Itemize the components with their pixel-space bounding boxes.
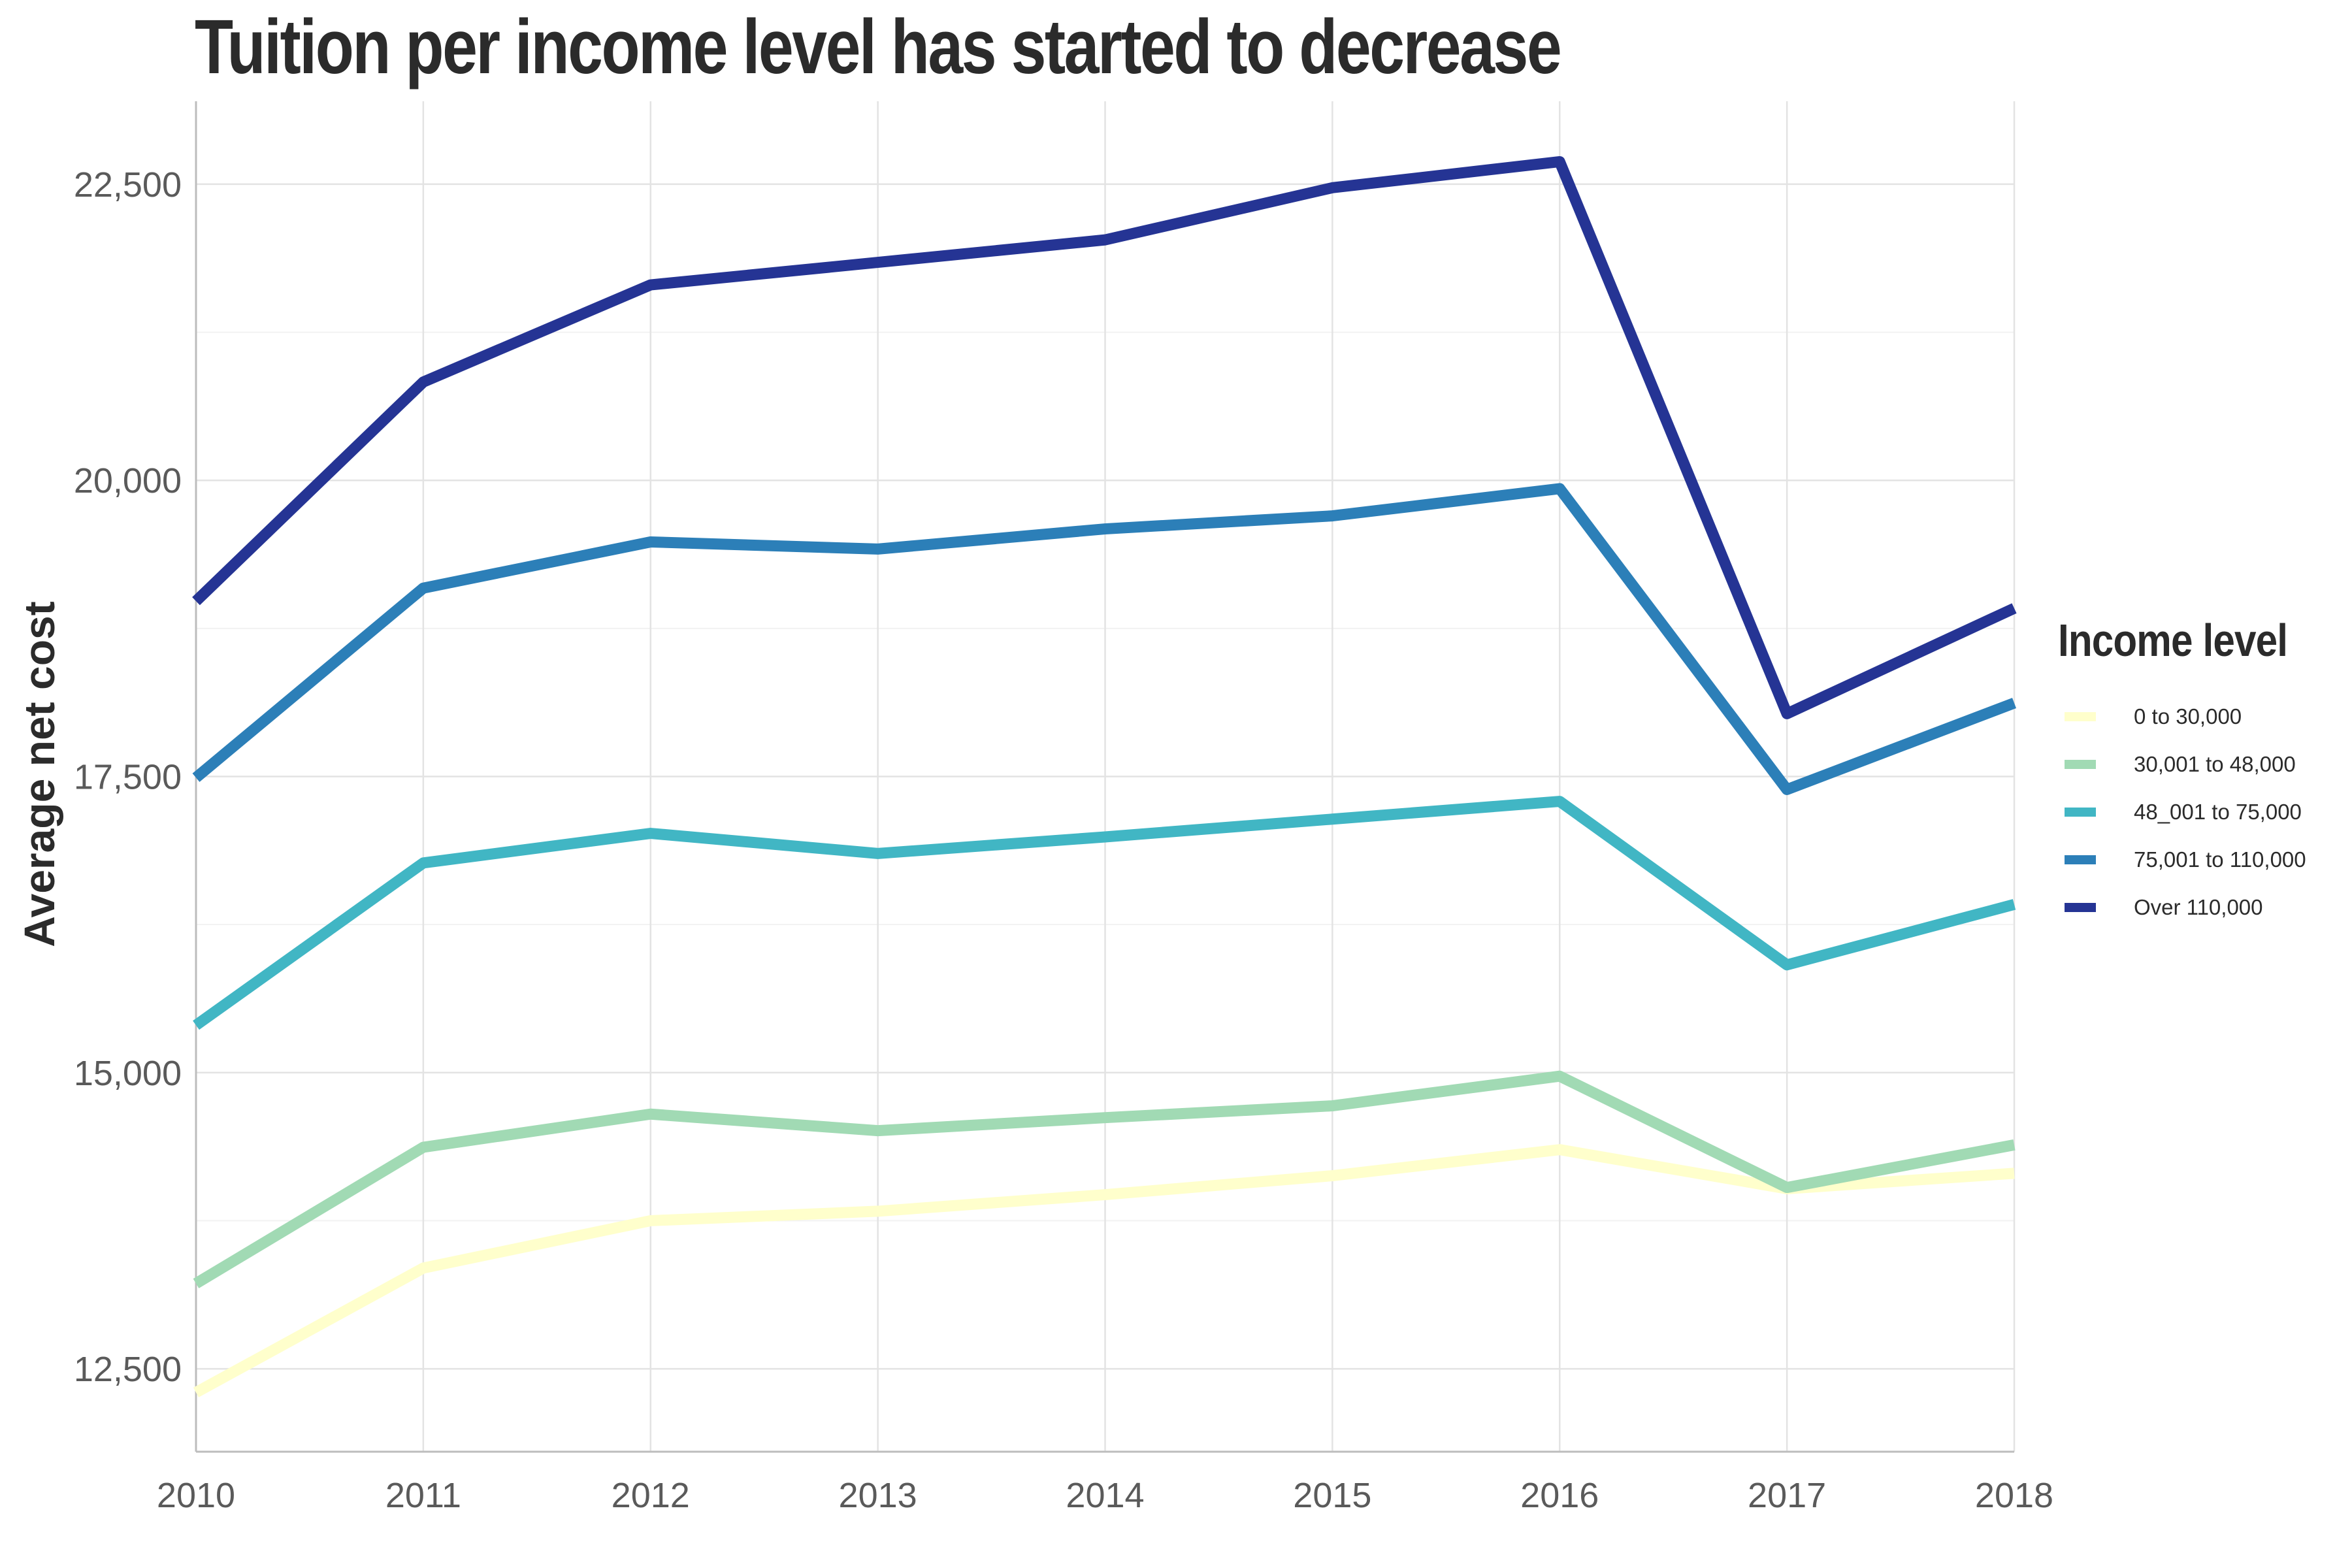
legend-swatch xyxy=(2065,855,2096,864)
series-line xyxy=(193,796,2016,1030)
legend-item: 75,001 to 110,000 xyxy=(2058,836,2325,883)
legend: Income level 0 to 30,000 30,001 to 48,000… xyxy=(2058,614,2325,931)
x-tick-label: 2012 xyxy=(612,1476,690,1515)
x-tick-label: 2017 xyxy=(1748,1476,1826,1515)
y-tick-label: 12,500 xyxy=(74,1350,182,1389)
series-line xyxy=(193,1070,2016,1288)
legend-swatch xyxy=(2065,902,2096,912)
series-line xyxy=(193,1144,2015,1397)
x-tick-label: 2016 xyxy=(1520,1476,1599,1515)
series-line xyxy=(192,483,2017,795)
legend-item: Over 110,000 xyxy=(2058,883,2325,931)
legend-item: 30,001 to 48,000 xyxy=(2058,740,2325,788)
series-line xyxy=(192,155,2017,719)
y-tick-label: 20,000 xyxy=(74,461,182,500)
x-tick-label: 2010 xyxy=(157,1476,235,1515)
legend-label: 0 to 30,000 xyxy=(2134,704,2242,728)
legend-label: 75,001 to 110,000 xyxy=(2134,847,2306,872)
series-layer xyxy=(192,155,2017,1397)
tick-label-layer: 12,500 15,000 17,500 20,000 22,500 2010 2011 20… xyxy=(74,165,2053,1515)
legend-item: 0 to 30,000 xyxy=(2058,693,2325,740)
legend-items: 0 to 30,000 30,001 to 48,000 48_001 to 75,… xyxy=(2058,693,2325,931)
x-tick-label: 2014 xyxy=(1066,1476,1144,1515)
legend-label: 30,001 to 48,000 xyxy=(2134,751,2296,776)
legend-label: 48_001 to 75,000 xyxy=(2134,799,2302,824)
x-tick-label: 2011 xyxy=(385,1476,461,1515)
legend-swatch xyxy=(2065,807,2096,817)
y-tick-label: 15,000 xyxy=(74,1054,182,1093)
x-tick-label: 2018 xyxy=(1975,1476,2053,1515)
legend-item: 48_001 to 75,000 xyxy=(2058,788,2325,836)
legend-title: Income level xyxy=(2058,615,2288,666)
x-tick-label: 2013 xyxy=(839,1476,917,1515)
grid-layer xyxy=(195,101,2016,1452)
legend-swatch xyxy=(2065,711,2096,721)
legend-label: Over 110,000 xyxy=(2134,894,2263,919)
x-tick-label: 2015 xyxy=(1293,1476,1371,1515)
legend-swatch xyxy=(2065,759,2096,769)
chart-title: Tuition per income level has started to … xyxy=(195,4,1562,90)
y-tick-label: 17,500 xyxy=(74,758,182,797)
y-tick-label: 22,500 xyxy=(74,165,182,204)
